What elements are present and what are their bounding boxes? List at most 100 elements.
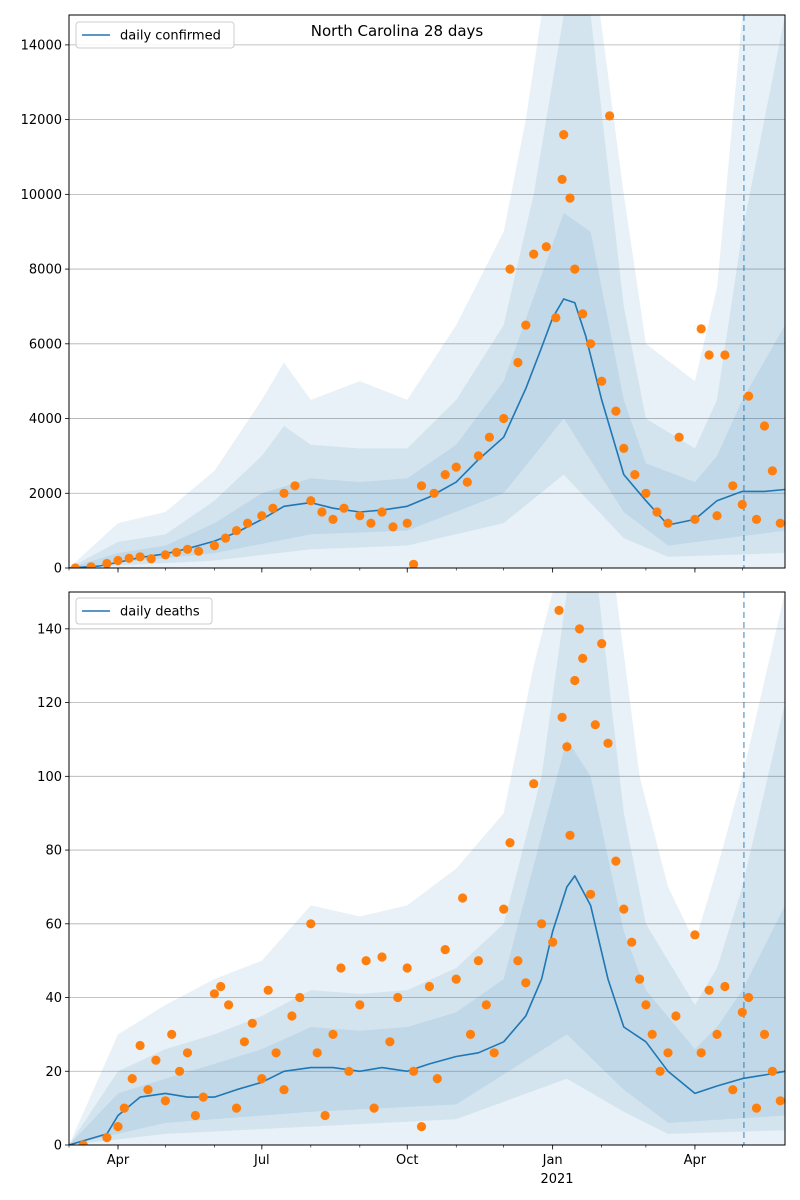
data-point bbox=[751, 1103, 762, 1113]
x-year-label: 2021 bbox=[540, 1172, 573, 1187]
data-point bbox=[328, 514, 338, 525]
data-point bbox=[190, 1110, 200, 1121]
data-point bbox=[627, 937, 637, 947]
data-point bbox=[737, 499, 747, 510]
data-point bbox=[377, 952, 387, 962]
y-tick-label: 100 bbox=[37, 770, 62, 785]
data-point bbox=[641, 1000, 651, 1010]
x-tick-label: Jul bbox=[253, 1153, 270, 1168]
data-point bbox=[295, 992, 305, 1003]
data-point bbox=[432, 1074, 442, 1084]
data-point bbox=[484, 432, 494, 442]
data-point bbox=[521, 320, 531, 330]
data-point bbox=[143, 1085, 153, 1095]
data-point bbox=[451, 462, 461, 472]
y-tick-label: 20 bbox=[45, 1065, 62, 1080]
data-point bbox=[619, 443, 629, 453]
data-point bbox=[690, 514, 700, 525]
deaths-legend: daily deaths bbox=[75, 597, 213, 625]
confidence-band bbox=[69, 592, 785, 1145]
data-point bbox=[529, 249, 539, 259]
confirmed-legend-box bbox=[75, 21, 235, 49]
data-point bbox=[70, 563, 80, 568]
data-point bbox=[720, 981, 730, 992]
data-point bbox=[586, 339, 596, 349]
data-point bbox=[361, 956, 371, 966]
data-point bbox=[630, 470, 640, 480]
confirmed-points bbox=[70, 111, 785, 568]
data-point bbox=[578, 309, 588, 319]
data-point bbox=[611, 406, 621, 416]
data-point bbox=[86, 562, 96, 568]
data-point bbox=[505, 838, 515, 848]
data-point bbox=[239, 1037, 249, 1047]
data-point bbox=[135, 1040, 145, 1051]
data-point bbox=[720, 350, 730, 360]
deaths-gridlines bbox=[69, 628, 785, 1072]
data-point bbox=[440, 945, 450, 955]
data-point bbox=[388, 522, 398, 532]
confirmed-y-ticks: 0 2000 4000 6000 8000 10000 12000 14000 bbox=[21, 38, 69, 577]
data-point bbox=[409, 559, 419, 568]
y-tick-label: 12000 bbox=[21, 113, 62, 128]
data-point bbox=[597, 376, 607, 386]
data-point bbox=[728, 481, 738, 491]
data-point bbox=[402, 963, 412, 973]
data-point bbox=[231, 1103, 242, 1113]
data-point bbox=[119, 1103, 129, 1113]
data-point bbox=[209, 989, 219, 999]
data-point bbox=[336, 963, 346, 973]
data-point bbox=[597, 639, 607, 649]
confidence-band bbox=[69, 739, 785, 1145]
data-point bbox=[759, 1029, 770, 1039]
data-point bbox=[429, 488, 439, 498]
x-tick-label: Apr bbox=[684, 1153, 707, 1168]
data-point bbox=[224, 1000, 234, 1010]
data-point bbox=[194, 546, 204, 556]
data-point bbox=[182, 544, 193, 554]
data-point bbox=[655, 1066, 665, 1076]
data-point bbox=[465, 1029, 476, 1039]
data-point bbox=[690, 930, 700, 940]
y-tick-label: 6000 bbox=[29, 337, 62, 352]
data-point bbox=[499, 413, 509, 424]
confirmed-chart: 0 2000 4000 6000 8000 10000 12000 14000 North C… bbox=[21, 14, 786, 577]
data-point bbox=[279, 1085, 289, 1095]
data-point bbox=[513, 357, 523, 368]
confirmed-axes-frame bbox=[68, 14, 786, 569]
data-point bbox=[416, 1122, 427, 1132]
data-point bbox=[198, 1092, 208, 1102]
data-point bbox=[366, 518, 376, 528]
data-point bbox=[481, 1000, 491, 1010]
data-point bbox=[377, 507, 387, 517]
data-point bbox=[537, 919, 547, 929]
data-point bbox=[712, 1029, 722, 1039]
data-point bbox=[586, 889, 596, 899]
data-point bbox=[317, 507, 327, 517]
data-point bbox=[113, 555, 123, 566]
data-point bbox=[175, 1066, 185, 1076]
data-point bbox=[462, 477, 472, 487]
data-point bbox=[306, 919, 316, 929]
data-point bbox=[216, 981, 226, 992]
y-tick-label: 8000 bbox=[29, 263, 62, 278]
data-point bbox=[247, 1018, 257, 1028]
data-point bbox=[559, 130, 569, 140]
data-point bbox=[355, 1000, 365, 1010]
data-point bbox=[605, 111, 615, 121]
data-point bbox=[458, 893, 468, 903]
data-point bbox=[306, 496, 316, 506]
y-tick-label: 40 bbox=[45, 991, 62, 1006]
data-point bbox=[409, 1066, 419, 1076]
data-point bbox=[499, 904, 509, 914]
data-point bbox=[287, 1011, 297, 1021]
data-point bbox=[160, 1096, 170, 1106]
data-point bbox=[704, 985, 714, 995]
data-point bbox=[775, 1096, 785, 1106]
data-point bbox=[243, 518, 253, 528]
data-point bbox=[674, 432, 684, 442]
data-point bbox=[565, 830, 575, 840]
data-point bbox=[521, 978, 531, 988]
data-point bbox=[113, 1122, 123, 1132]
